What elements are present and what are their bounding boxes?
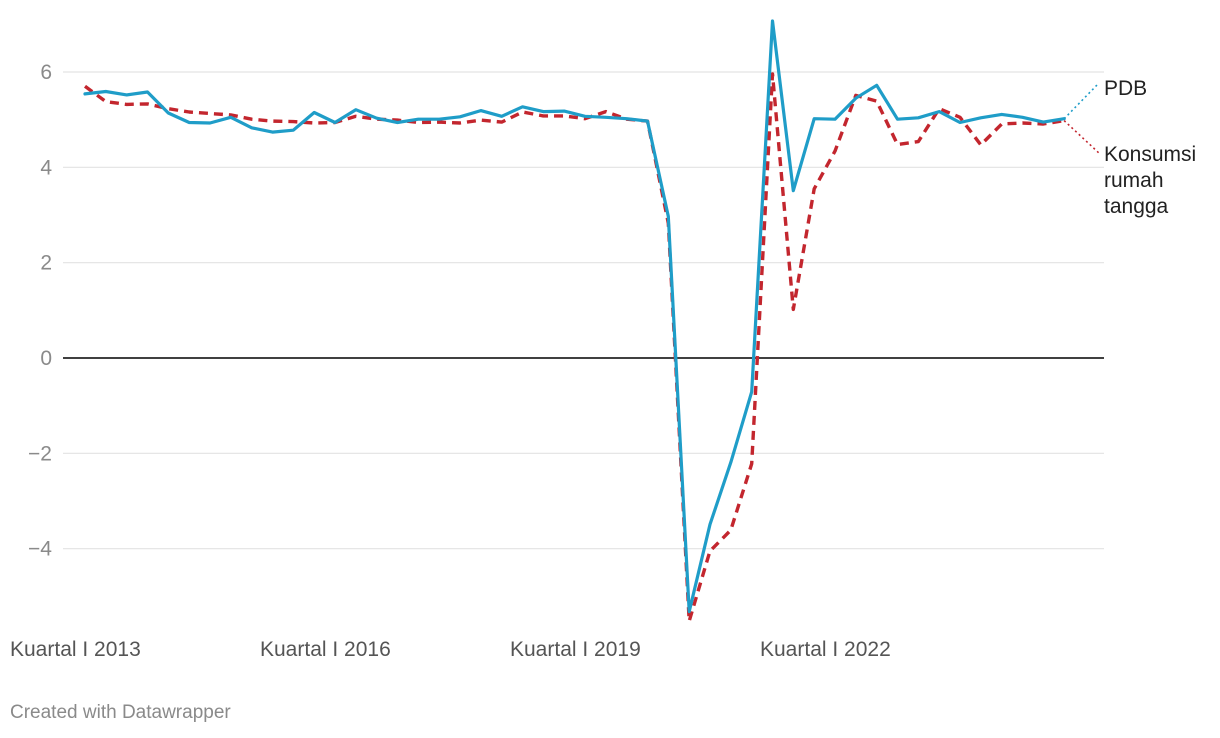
y-tick-label: 6 [40,61,52,84]
series-labels: PDB Konsumsi rumah tangga [1063,77,1196,218]
series-label: rumah [1104,169,1164,192]
series-label: tangga [1104,195,1169,218]
series-label: PDB [1104,77,1147,100]
series-line [83,19,1066,614]
x-axis-tick-labels: Kuartal I 2013 Kuartal I 2016 Kuartal I 20… [10,638,891,661]
gridlines [63,71,1104,550]
x-tick-label: Kuartal I 2022 [760,638,891,661]
series-line [83,72,1065,623]
series-lines [83,19,1066,623]
y-axis-tick-labels: −4 −2 0 2 4 6 [28,61,52,561]
y-tick-label: −2 [28,442,52,465]
label-leader-line [1063,120,1101,155]
y-tick-label: −4 [28,538,52,561]
x-tick-label: Kuartal I 2013 [10,638,141,661]
datawrapper-credit: Created with Datawrapper [10,702,231,723]
x-tick-label: Kuartal I 2019 [510,638,641,661]
y-tick-label: 4 [40,156,52,179]
y-tick-label: 2 [40,252,52,275]
series-label: Konsumsi [1104,143,1196,166]
label-leader-line [1063,83,1099,120]
y-tick-label: 0 [40,347,52,370]
x-tick-label: Kuartal I 2016 [260,638,391,661]
